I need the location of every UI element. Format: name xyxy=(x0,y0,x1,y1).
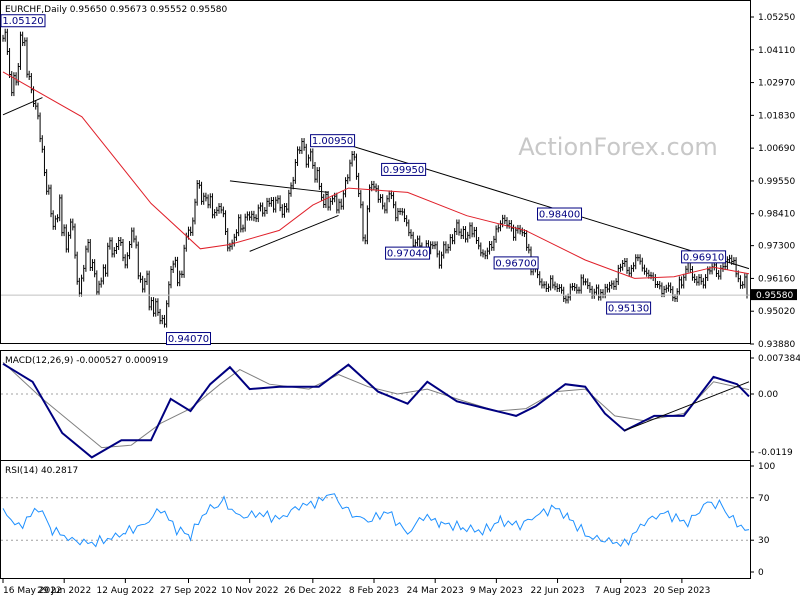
annotation-label: 0.96700 xyxy=(495,258,536,269)
price-panel-title: EURCHF,Daily 0.95650 0.95673 0.95552 0.9… xyxy=(5,5,228,15)
annotation-box xyxy=(381,162,427,176)
price-y-axis: 1.05250 1.04110 1.02970 1.01830 1.00690 0.995… xyxy=(750,13,795,350)
price-y-tick-label: 1.01830 xyxy=(758,111,795,121)
price-y-tick-label: 1.04110 xyxy=(758,46,795,56)
macd-y-axis: 0.007384 0.00 -0.0119 xyxy=(1,354,800,458)
macd-y-tick-label: -0.0119 xyxy=(758,448,793,458)
price-y-tick-label: 1.02970 xyxy=(758,79,795,89)
rsi-y-tick-label: 70 xyxy=(758,494,770,504)
x-tick-label: 7 Aug 2023 xyxy=(595,586,647,596)
x-tick-label: 24 Mar 2023 xyxy=(407,586,464,596)
macd-panel-frame xyxy=(0,350,751,461)
x-tick-label: 9 May 2023 xyxy=(470,586,523,596)
rsi-y-tick-label: 30 xyxy=(758,536,770,546)
rsi-line xyxy=(2,493,750,548)
trendline xyxy=(229,180,329,193)
x-tick-label: 10 Nov 2022 xyxy=(221,586,279,596)
price-y-tick-label: 0.95020 xyxy=(758,307,795,317)
x-tick-label: 26 Dec 2022 xyxy=(284,586,342,596)
moving-average-line xyxy=(2,71,750,279)
x-tick-label: 22 Jun 2023 xyxy=(530,586,584,596)
annotation-box xyxy=(0,14,46,28)
annotation-box xyxy=(310,134,356,148)
rsi-panel-frame xyxy=(0,460,751,579)
rsi-y-tick-label: 0 xyxy=(758,568,764,578)
rsi-y-axis: 100 70 30 0 xyxy=(1,462,775,578)
macd-signal-line xyxy=(2,361,750,449)
x-tick-label: 12 Aug 2022 xyxy=(97,586,155,596)
price-y-tick-label: 0.96160 xyxy=(758,274,795,284)
price-panel-frame xyxy=(0,0,751,344)
rsi-series-line xyxy=(2,493,750,548)
annotation-label: 1.00950 xyxy=(312,136,353,147)
rsi-y-tick-label: 100 xyxy=(758,462,775,472)
price-y-tick-label: 1.05250 xyxy=(758,13,795,23)
annotation-box xyxy=(385,246,431,260)
annotation-box xyxy=(166,332,212,346)
macd-trendline xyxy=(624,381,750,432)
macd-lines xyxy=(2,361,750,459)
x-tick-label: 20 Sep 2023 xyxy=(653,586,710,596)
x-tick-label: 27 Sep 2022 xyxy=(160,586,217,596)
macd-y-tick-label: 0.007384 xyxy=(758,354,800,364)
annotation-label: 0.98400 xyxy=(539,210,580,221)
annotation-box xyxy=(681,250,727,264)
current-price-box xyxy=(751,289,797,301)
current-price-label: 0.95580 xyxy=(756,291,793,301)
macd-y-tick-label: 0.00 xyxy=(758,390,778,400)
annotation-label: 0.97040 xyxy=(387,249,428,260)
trendline xyxy=(2,97,43,116)
price-y-tick-label: 0.97300 xyxy=(758,242,795,252)
price-bars xyxy=(2,28,749,328)
x-tick-label: 16 May 2022 xyxy=(3,586,62,596)
price-annotations: 1.05120 0.94070 1.00950 0.99950 0.97040 0.967… xyxy=(0,14,727,346)
annotation-box xyxy=(493,256,539,270)
price-y-tick-label: 1.00690 xyxy=(758,144,795,154)
price-y-tick-label: 0.99550 xyxy=(758,177,795,187)
annotation-label: 0.94070 xyxy=(168,334,209,345)
macd-panel-title: MACD(12,26,9) -0.000527 0.000919 xyxy=(5,356,168,366)
annotation-label: 1.05120 xyxy=(2,16,43,27)
annotation-label: 0.96910 xyxy=(683,252,724,263)
annotation-label: 0.95130 xyxy=(608,304,649,315)
x-tick-label: 29 Jun 2022 xyxy=(37,586,91,596)
price-y-tick-label: 0.98410 xyxy=(758,210,795,220)
rsi-panel-title: RSI(14) 40.2817 xyxy=(5,466,78,476)
trendline xyxy=(249,214,339,252)
annotation-box xyxy=(606,301,652,315)
price-y-tick-label: 0.93880 xyxy=(758,340,795,350)
watermark: ActionForex.com xyxy=(518,133,718,161)
annotation-label: 0.99950 xyxy=(383,165,424,176)
annotation-box xyxy=(537,207,583,221)
trendline xyxy=(334,140,750,270)
price-overlays xyxy=(2,71,750,279)
x-tick-label: 8 Feb 2023 xyxy=(349,586,399,596)
